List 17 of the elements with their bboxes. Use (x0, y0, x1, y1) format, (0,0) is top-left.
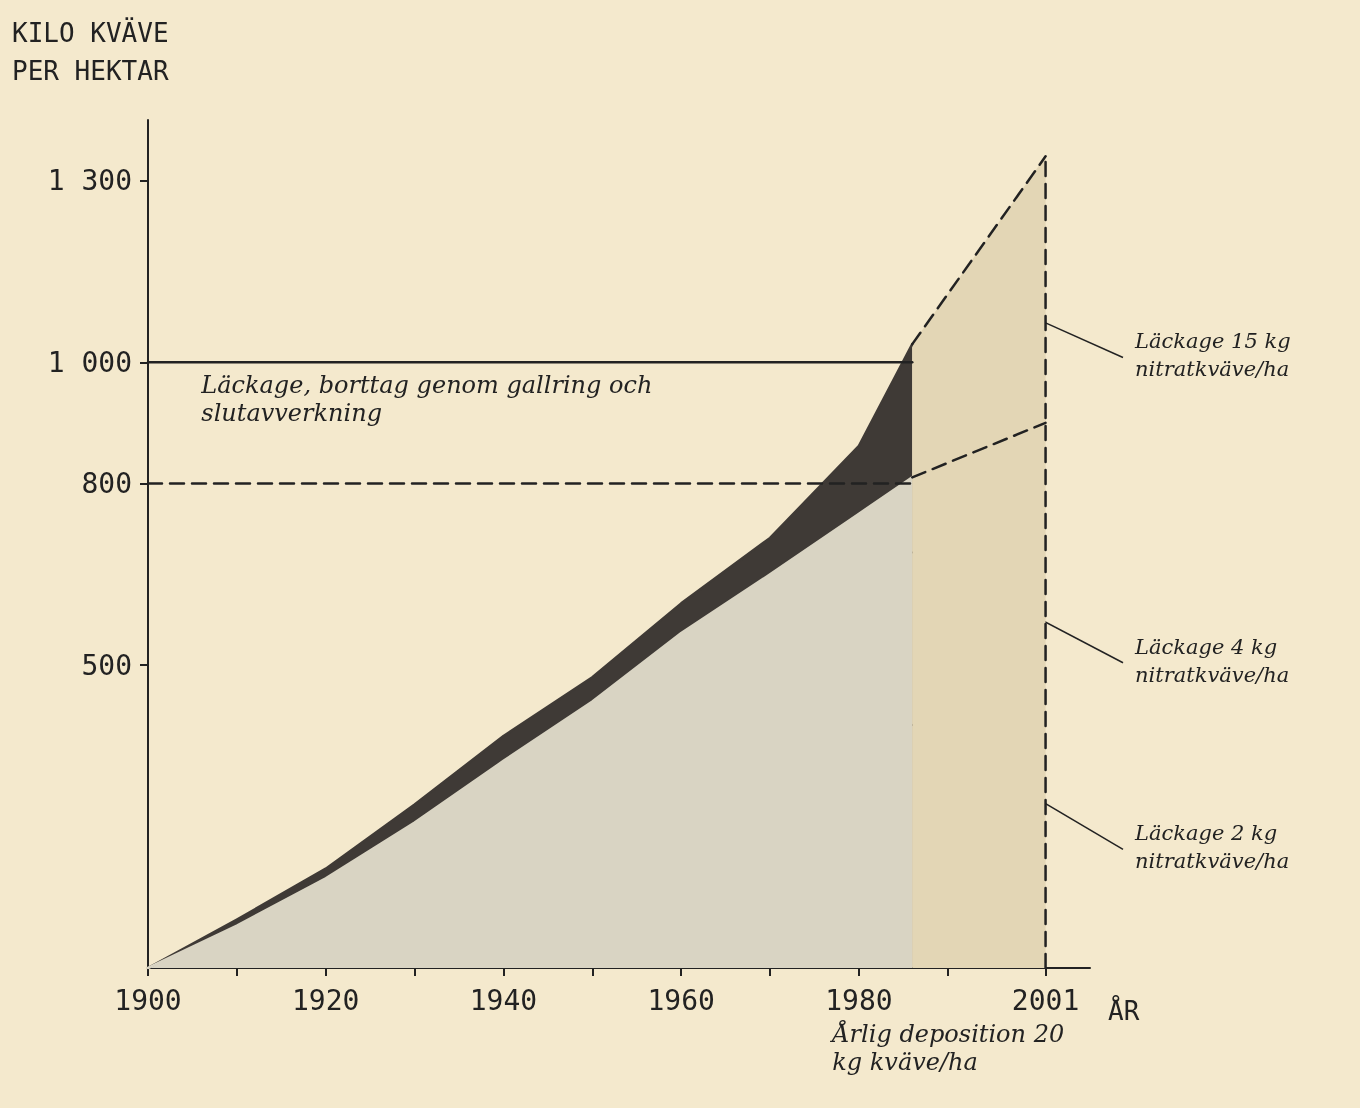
x-tick-label: 1920 (292, 983, 360, 1017)
y-tick-label: 1 000 (47, 345, 132, 379)
x-tick-label: 1980 (825, 983, 893, 1017)
annotation: Läckage 2 kg nitratkväve/ha (1134, 821, 1290, 874)
y-tick-label: 500 (81, 648, 132, 682)
annotation: Läckage, borttag genom gallring och slutavverkning (200, 371, 661, 428)
annotation: Läckage 15 kg nitratkväve/ha (1134, 329, 1298, 382)
text: Årlig deposition 20 kg kväve/ha (829, 1019, 1072, 1076)
annotation: Läckage 4 kg nitratkväve/ha (1134, 634, 1290, 687)
y-axis-title: KILO KVÄVE PER HEKTAR (12, 17, 185, 86)
x-axis-title: ÅR (1108, 995, 1140, 1026)
y-tick-label: 800 (81, 466, 132, 500)
y-tick-label: 1 300 (47, 164, 132, 198)
x-tick-label: 1940 (469, 983, 538, 1017)
x-tick-label: 1900 (114, 983, 182, 1017)
x-tick-label: 2001 (1011, 983, 1080, 1017)
x-tick-label: 1960 (647, 983, 715, 1017)
